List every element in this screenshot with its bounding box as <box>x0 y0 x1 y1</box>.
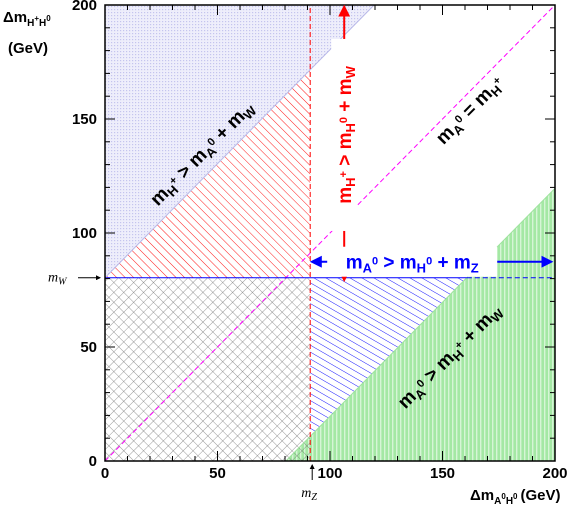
y-tick-label: 200 <box>72 0 97 14</box>
y-tick-label: 150 <box>72 111 97 128</box>
horizontal-arrow-label-bg <box>327 246 498 277</box>
y-axis-label: ΔmH+H0 <box>3 9 51 29</box>
boundary-lower-diagonal <box>285 187 555 461</box>
mz-reference-label: mZ <box>301 486 317 503</box>
x-tick-label: 50 <box>209 465 226 482</box>
y-tick-label: 100 <box>72 225 97 242</box>
y-tick-label: 0 <box>89 453 97 470</box>
hplus-gt-h0-plus-w-label: mH+ > mH0 + mW <box>335 65 358 203</box>
x-tick-label: 100 <box>317 465 342 482</box>
x-tick-label: 0 <box>101 465 109 482</box>
a0-gt-h0-plus-z-label: mA0 > mH0 + mZ <box>346 253 479 276</box>
x-tick-label: 200 <box>542 465 567 482</box>
region-excluded-crosshatch <box>105 277 311 461</box>
axis-tick-labels: 0 50 100 150 200 0 50 100 150 200 <box>72 0 568 482</box>
x-axis-label: ΔmA0H0 (GeV) <box>470 487 561 507</box>
mw-reference-label: mW <box>48 271 68 288</box>
diagonal-equal-masses <box>105 5 555 461</box>
boundary-upper-diagonal <box>105 5 375 279</box>
vertical-arrow-label-bg <box>331 38 358 231</box>
y-tick-label: 50 <box>80 339 97 356</box>
x-tick-label: 150 <box>430 465 455 482</box>
a0-eq-hplus-label: mA0 = mH+ <box>432 72 509 150</box>
axis-ticks <box>104 4 556 462</box>
y-axis-unit: (GeV) <box>8 40 48 57</box>
